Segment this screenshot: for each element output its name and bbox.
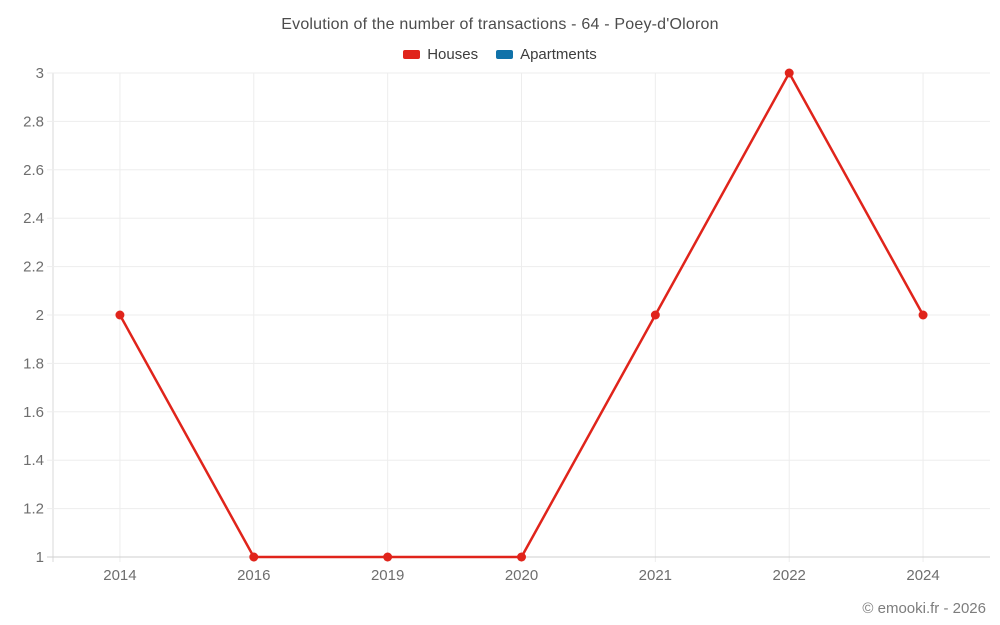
x-tick-label: 2024 (906, 567, 939, 584)
y-tick-label: 1.2 (23, 501, 44, 518)
legend-label-apartments: Apartments (520, 46, 597, 63)
y-tick-label: 2.4 (23, 210, 44, 227)
data-point-houses-2021 (650, 310, 660, 320)
chart-title: Evolution of the number of transactions … (281, 16, 719, 33)
x-tick-label: 2014 (103, 567, 136, 584)
y-tick-label: 1 (36, 549, 44, 566)
houses-series-swatch-icon (403, 50, 421, 59)
x-tick-label: 2016 (237, 567, 270, 584)
y-tick-label: 3 (36, 65, 44, 82)
x-tick-label: 2022 (773, 567, 806, 584)
y-tick-label: 2 (36, 307, 44, 324)
copyright-footer: © emooki.fr - 2026 (862, 600, 986, 617)
x-tick-label: 2020 (505, 567, 538, 584)
y-tick-label: 1.4 (23, 452, 44, 469)
x-tick-label: 2019 (371, 567, 404, 584)
legend-item-houses[interactable]: Houses (403, 46, 478, 63)
y-tick-label: 2.2 (23, 259, 44, 276)
y-tick-label: 1.6 (23, 404, 44, 421)
y-tick-label: 2.6 (23, 162, 44, 179)
data-point-houses-2016 (249, 552, 259, 562)
data-point-houses-2022 (784, 68, 794, 78)
data-point-houses-2020 (517, 552, 526, 562)
apartments-series-swatch-icon (496, 50, 514, 59)
data-point-houses-2024 (918, 310, 928, 320)
y-tick-label: 2.8 (23, 113, 44, 130)
legend-label-houses: Houses (427, 46, 479, 63)
x-tick-label: 2021 (639, 567, 672, 584)
data-point-houses-2019 (383, 552, 393, 562)
legend-item-apartments[interactable]: Apartments (496, 46, 597, 63)
y-tick-label: 1.8 (23, 355, 44, 372)
data-point-houses-2014 (115, 310, 125, 320)
chart-legend: Houses Apartments (0, 46, 1000, 63)
